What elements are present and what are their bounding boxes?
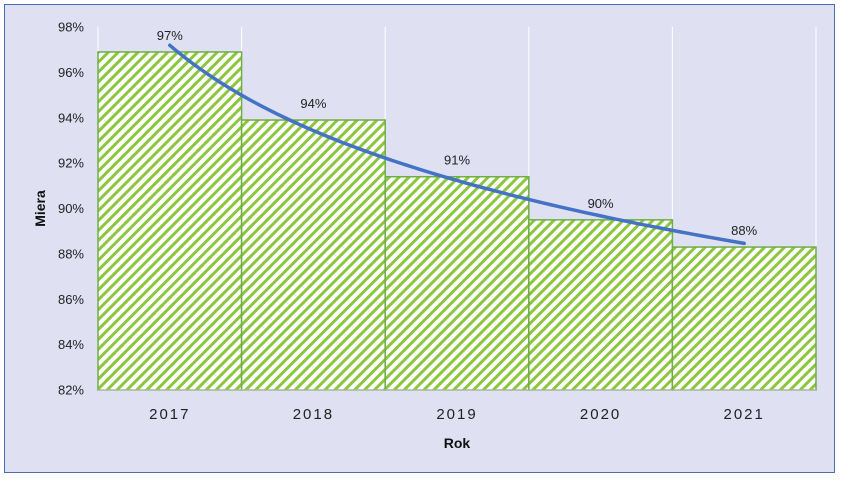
y-tick-label: 90%	[58, 201, 84, 216]
data-label: 91%	[444, 153, 470, 168]
y-tick-label: 98%	[58, 20, 84, 35]
x-tick-label: 2018	[293, 406, 334, 423]
data-label: 88%	[731, 223, 757, 238]
y-tick-label: 88%	[58, 246, 84, 261]
bar-2021	[671, 246, 817, 391]
y-tick-label: 82%	[58, 383, 84, 398]
bars	[97, 51, 817, 391]
data-labels: 97% 94% 91% 90% 88%	[157, 28, 758, 238]
x-tick-label: 2021	[724, 406, 765, 423]
y-tick-label: 92%	[58, 156, 84, 171]
x-tick-label: 2019	[436, 406, 477, 423]
x-axis-ticks: 2017 2018 2019 2020 2021	[149, 406, 765, 423]
y-tick-label: 84%	[58, 337, 84, 352]
y-tick-label: 86%	[58, 292, 84, 307]
y-tick-label: 96%	[58, 65, 84, 80]
data-label: 90%	[588, 196, 614, 211]
y-axis-title: Miera	[32, 190, 48, 227]
bar-2017	[97, 51, 243, 391]
data-label: 97%	[157, 28, 183, 43]
x-tick-label: 2017	[149, 406, 190, 423]
x-axis-title: Rok	[444, 435, 471, 451]
x-tick-label: 2020	[580, 406, 621, 423]
bar-2019	[384, 175, 530, 391]
trendline	[168, 43, 746, 246]
y-tick-label: 94%	[58, 110, 84, 125]
trendline-path	[168, 43, 746, 246]
bar-2018	[240, 119, 386, 391]
bar-2020	[528, 219, 674, 391]
data-label: 94%	[300, 96, 326, 111]
y-axis-ticks: 82% 84% 86% 88% 90% 92% 94% 96% 98%	[58, 20, 84, 398]
